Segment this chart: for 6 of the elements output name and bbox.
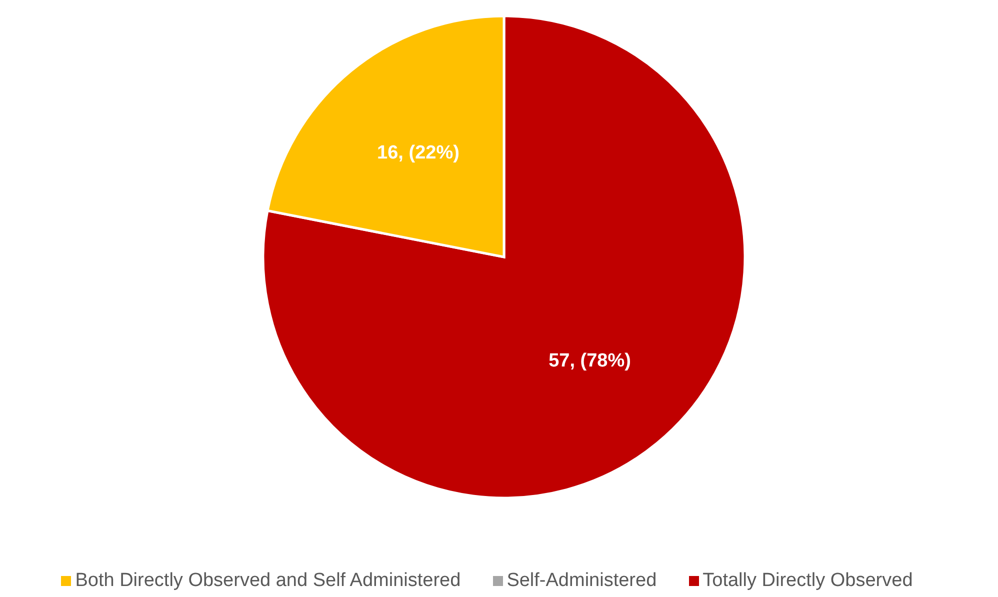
data-label: 57, (78%) — [548, 350, 631, 372]
data-label: 16, (22%) — [377, 142, 460, 164]
legend-label: Totally Directly Observed — [702, 570, 913, 591]
legend-label: Both Directly Observed and Self Administered — [75, 570, 461, 591]
pie-slice — [262, 14, 746, 500]
legend-label: Self-Administered — [506, 570, 657, 591]
